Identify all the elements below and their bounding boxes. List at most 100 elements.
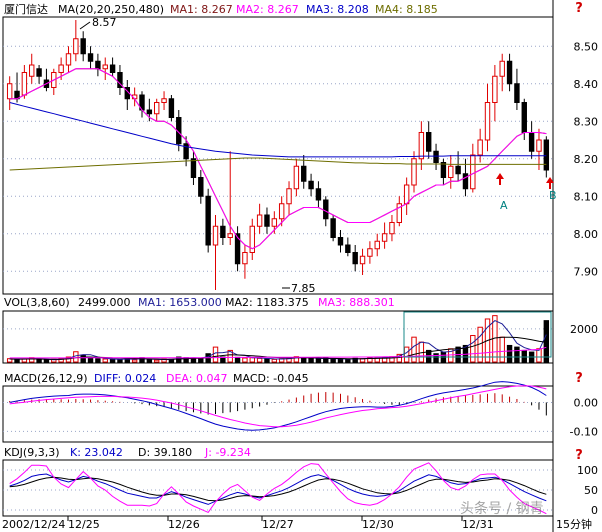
- date-tick-label: 12/27: [262, 518, 294, 531]
- candle-body: [323, 199, 329, 220]
- macd-bars-and-lines: [9, 381, 547, 431]
- grid-lines: [3, 45, 553, 511]
- candle-body: [183, 143, 189, 160]
- volume-bar: [521, 349, 527, 363]
- candle-body: [29, 64, 35, 77]
- kdj-header: KDJ(9,3,3) K: 23.042 D: 39.180 J: -9.234: [4, 446, 251, 459]
- candle-body: [161, 98, 167, 103]
- candle-body: [396, 203, 403, 223]
- candle-body: [484, 102, 491, 141]
- j-label: J: -9.234: [204, 446, 251, 459]
- candle-body: [58, 64, 64, 73]
- kdj-line-k: [9, 473, 547, 505]
- volume-bar: [146, 359, 153, 363]
- volume-bar: [411, 336, 417, 363]
- candle-body: [205, 195, 211, 246]
- macd-tick-label: 0.00: [574, 396, 599, 409]
- candle-body: [190, 158, 197, 178]
- candle-body: [271, 218, 278, 227]
- ma-line-ma3: [9, 102, 547, 158]
- low-marker-label: 7.85: [291, 282, 316, 295]
- volume-ma2-label: MA2: 1183.375: [225, 296, 309, 309]
- up-arrow: [546, 177, 554, 189]
- candle-body: [220, 225, 226, 238]
- candle-body: [359, 255, 366, 265]
- price-tick-label: 8.10: [574, 190, 599, 203]
- y-axis-tick-labels: 8.50 8.40 8.30 8.20 8.10 8.00 7.90 2000 0.00 -0.1…: [570, 40, 598, 517]
- help-question-icon[interactable]: ?: [575, 371, 583, 386]
- candle-body: [389, 222, 395, 235]
- volume-bar: [514, 346, 520, 363]
- volume-bar: [403, 346, 410, 363]
- volume-bar: [506, 344, 513, 363]
- watermark: 头条号 / 钢青: [460, 501, 544, 517]
- volume-bar: [58, 358, 64, 363]
- price-tick-label: 8.20: [574, 153, 599, 166]
- candle-body: [528, 132, 535, 152]
- volume-bar: [256, 357, 263, 363]
- volume-bar: [271, 358, 278, 363]
- ma1-label: MA1: 8.267: [170, 3, 233, 16]
- volume-bar: [301, 357, 307, 363]
- candle-body: [212, 225, 219, 246]
- ma-line-ma2: [9, 68, 547, 250]
- candle-body: [242, 252, 248, 265]
- help-question-icon[interactable]: ?: [575, 448, 583, 463]
- volume-bar: [109, 358, 116, 363]
- d-label: D: 39.180: [138, 446, 192, 459]
- volume-bar: [14, 359, 20, 363]
- candle-body: [499, 60, 505, 77]
- macd-title: MACD(26,12,9): [4, 372, 88, 385]
- volume-bar: [433, 353, 439, 363]
- candle-body: [65, 53, 72, 66]
- label-b: B: [549, 189, 557, 202]
- dea-label: DEA: 0.047: [166, 372, 227, 385]
- volume-bar: [315, 358, 322, 363]
- volume-bar: [80, 354, 86, 363]
- price-annotations: 8.57 7.85 A B: [79, 16, 557, 295]
- volume-bar: [536, 348, 542, 363]
- candle-body: [80, 38, 86, 55]
- price-tick-label: 7.90: [574, 265, 599, 278]
- volume-bar: [543, 320, 550, 363]
- help-question-icon[interactable]: ?: [575, 1, 583, 16]
- volume-bar: [264, 358, 270, 363]
- volume-header: VOL(3,8,60) 2499.000 MA1: 1653.000 MA2: …: [4, 296, 395, 309]
- kdj-title: KDJ(9,3,3): [4, 446, 60, 459]
- candle-body: [87, 53, 94, 62]
- candle-body: [543, 139, 550, 171]
- volume-bar: [330, 358, 336, 363]
- price-ma-lines: [9, 68, 547, 250]
- volume-bar: [308, 357, 314, 363]
- macd-header: MACD(26,12,9) DIFF: 0.024 DEA: 0.047 MAC…: [4, 372, 309, 385]
- volume-ma-line: [9, 346, 547, 359]
- ma-params-label: MA(20,20,250,480): [58, 3, 164, 16]
- volume-bar: [131, 359, 138, 363]
- candle-body: [418, 132, 425, 160]
- candle-body: [330, 218, 336, 238]
- volume-highlight-box: [403, 311, 552, 358]
- date-tick-label: 12/25: [68, 518, 100, 531]
- volume-tick-label: 2000: [570, 323, 598, 336]
- volume-bar: [65, 356, 72, 363]
- candle-body: [492, 75, 498, 103]
- candle-body: [227, 233, 233, 238]
- ma-line-ma4: [9, 157, 547, 171]
- k-label: K: 23.042: [70, 446, 123, 459]
- volume-bar: [117, 359, 123, 363]
- candle-body: [462, 173, 469, 190]
- candle-body: [506, 60, 513, 85]
- macd-value-label: MACD: -0.045: [233, 372, 309, 385]
- candle-body: [146, 109, 153, 115]
- price-header: 厦门信达 MA(20,20,250,480) MA1: 8.267 MA2: 8…: [4, 2, 438, 16]
- volume-bar: [36, 359, 42, 363]
- period-label[interactable]: 15分钟: [556, 518, 592, 531]
- price-tick-label: 8.40: [574, 78, 599, 91]
- kdj-line-d: [9, 476, 547, 502]
- candle-body: [95, 60, 101, 70]
- date-tick-label: 12/26: [168, 518, 200, 531]
- volume-bar: [242, 357, 248, 363]
- volume-title: VOL(3,8,60): [4, 296, 70, 309]
- candle-body: [153, 102, 160, 115]
- candle-body: [109, 64, 116, 73]
